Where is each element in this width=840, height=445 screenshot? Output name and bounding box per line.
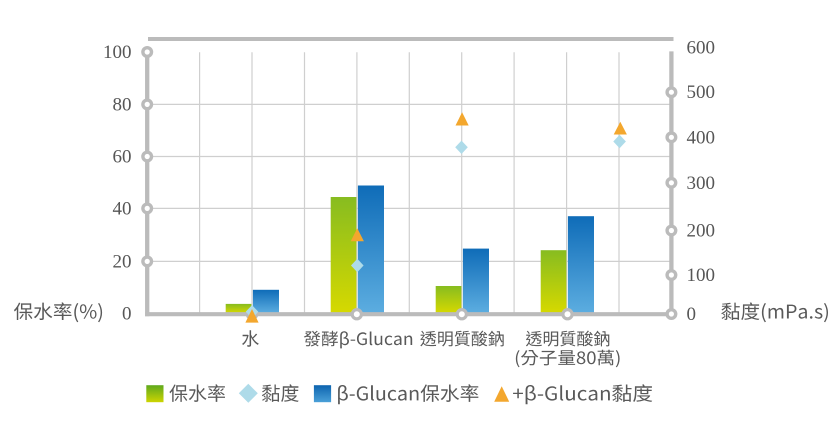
svg-text:40: 40 — [113, 198, 132, 219]
svg-text:100: 100 — [687, 265, 716, 286]
svg-text:80: 80 — [113, 94, 132, 115]
svg-text:20: 20 — [113, 251, 132, 272]
svg-text:0: 0 — [687, 304, 697, 325]
svg-text:100: 100 — [103, 42, 132, 63]
svg-text:0: 0 — [122, 304, 132, 325]
svg-text:200: 200 — [687, 221, 716, 242]
svg-text:500: 500 — [687, 82, 716, 103]
svg-text:400: 400 — [687, 127, 716, 148]
svg-text:300: 300 — [687, 173, 716, 194]
svg-text:60: 60 — [113, 147, 132, 168]
svg-text:600: 600 — [687, 38, 716, 59]
